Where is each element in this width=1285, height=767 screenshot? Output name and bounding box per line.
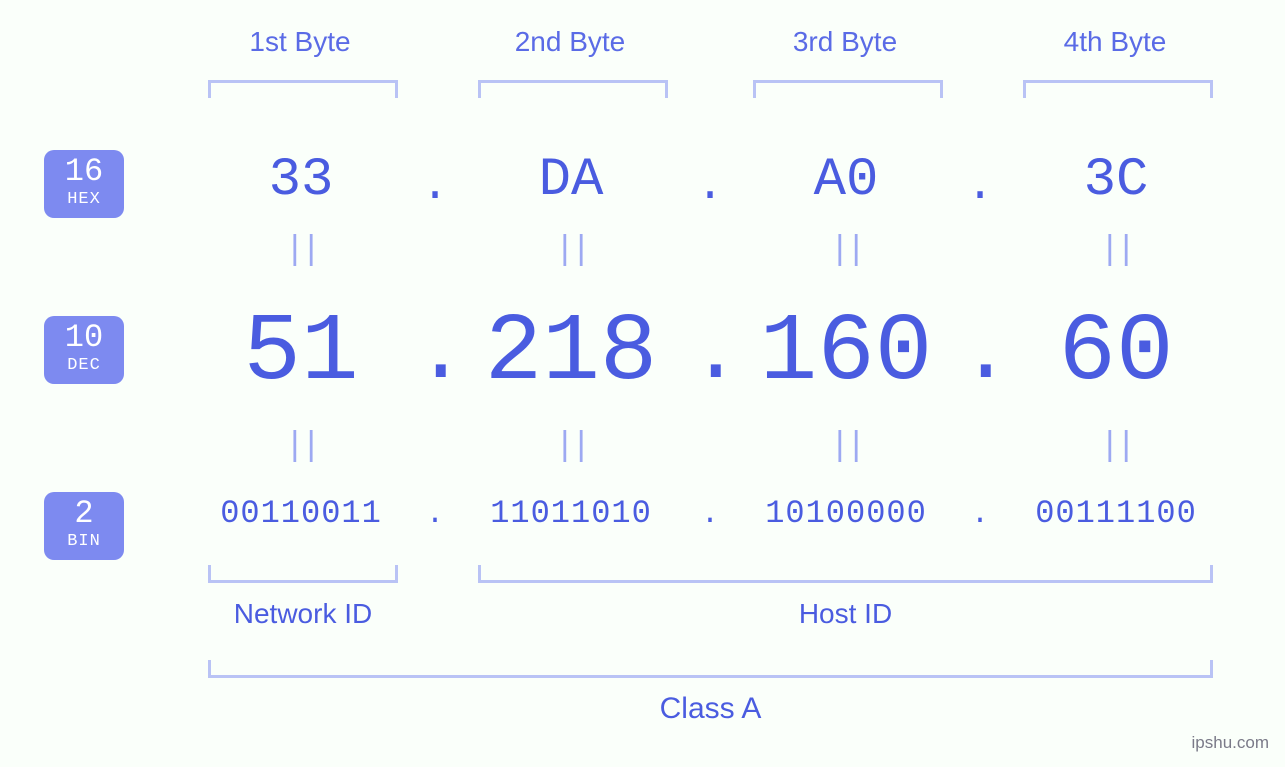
badge-hex-abbr: HEX [44, 189, 124, 211]
badge-dec: 10 DEC [44, 316, 124, 384]
network-id-label: Network ID [208, 598, 398, 630]
eq-bot-4: || [1005, 428, 1227, 466]
eq-top-1: || [190, 232, 412, 270]
bin-dot-3: . [960, 498, 1000, 532]
eq-bot-2: || [460, 428, 682, 466]
badge-bin-abbr: BIN [44, 531, 124, 553]
eq-bot-3: || [735, 428, 957, 466]
hex-dot-1: . [415, 160, 455, 212]
bin-byte-3: 10100000 [735, 495, 957, 532]
byte-label-2: 2nd Byte [460, 26, 680, 58]
eq-top-2: || [460, 232, 682, 270]
host-id-bracket [478, 565, 1213, 583]
dec-byte-2: 218 [460, 298, 682, 407]
bin-dot-1: . [415, 498, 455, 532]
top-bracket-1 [208, 80, 398, 98]
dec-dot-1: . [415, 305, 455, 403]
class-label: Class A [208, 692, 1213, 726]
watermark: ipshu.com [1192, 733, 1269, 753]
top-bracket-2 [478, 80, 668, 98]
eq-top-3: || [735, 232, 957, 270]
class-bracket [208, 660, 1213, 678]
badge-hex-base: 16 [44, 155, 124, 189]
bin-byte-4: 00111100 [1005, 495, 1227, 532]
hex-byte-2: DA [460, 150, 682, 211]
diagram-stage: 1st Byte 2nd Byte 3rd Byte 4th Byte 16 H… [0, 0, 1285, 767]
bin-byte-1: 00110011 [190, 495, 412, 532]
dec-dot-2: . [690, 305, 730, 403]
eq-bot-1: || [190, 428, 412, 466]
hex-dot-2: . [690, 160, 730, 212]
byte-label-1: 1st Byte [190, 26, 410, 58]
network-id-bracket [208, 565, 398, 583]
hex-byte-3: A0 [735, 150, 957, 211]
bin-dot-2: . [690, 498, 730, 532]
top-bracket-3 [753, 80, 943, 98]
badge-dec-abbr: DEC [44, 355, 124, 377]
byte-label-4: 4th Byte [1005, 26, 1225, 58]
badge-bin: 2 BIN [44, 492, 124, 560]
dec-byte-1: 51 [190, 298, 412, 407]
dec-dot-3: . [960, 305, 1000, 403]
top-bracket-4 [1023, 80, 1213, 98]
badge-bin-base: 2 [44, 497, 124, 531]
hex-byte-1: 33 [190, 150, 412, 211]
host-id-label: Host ID [478, 598, 1213, 630]
dec-byte-4: 60 [1005, 298, 1227, 407]
badge-dec-base: 10 [44, 321, 124, 355]
bin-byte-2: 11011010 [460, 495, 682, 532]
eq-top-4: || [1005, 232, 1227, 270]
dec-byte-3: 160 [735, 298, 957, 407]
byte-label-3: 3rd Byte [735, 26, 955, 58]
hex-byte-4: 3C [1005, 150, 1227, 211]
badge-hex: 16 HEX [44, 150, 124, 218]
hex-dot-3: . [960, 160, 1000, 212]
